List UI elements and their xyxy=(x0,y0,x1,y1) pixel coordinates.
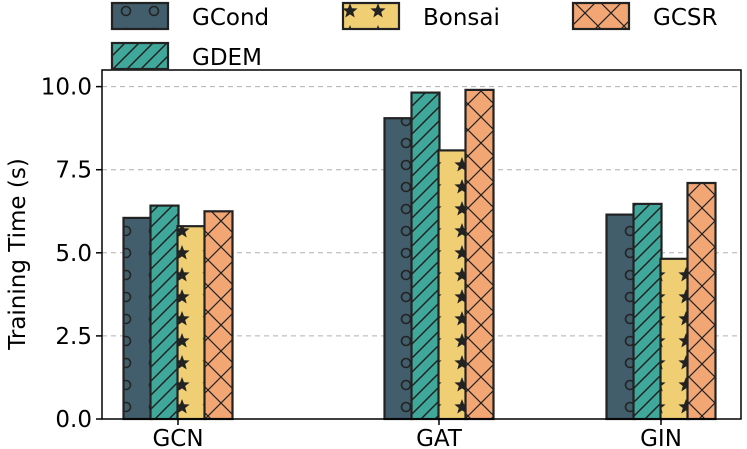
x-axis-ticks: GCN GAT GIN xyxy=(152,419,682,449)
x-tick-label: GCN xyxy=(152,426,203,449)
legend-swatch-gcsr xyxy=(571,1,631,31)
bar-gcsr-gcn xyxy=(203,210,234,421)
bar-gcond-gin xyxy=(605,213,636,421)
legend-swatch-bonsai xyxy=(341,1,401,31)
bars xyxy=(122,88,717,421)
bar-gcond-gcn xyxy=(122,216,153,421)
y-axis-label: Training Time (s) xyxy=(5,158,31,351)
y-tick-label: 10.0 xyxy=(41,75,92,101)
x-tick-label: GAT xyxy=(416,426,463,449)
legend-swatch-gcond xyxy=(110,1,170,31)
bar-gcsr-gin xyxy=(686,181,717,421)
plot-frame xyxy=(101,69,742,420)
legend-label-gcond: GCond xyxy=(192,5,269,31)
y-tick-label: 7.5 xyxy=(55,158,92,184)
y-tick-label: 5.0 xyxy=(55,241,92,267)
y-axis-ticks: 0.0 2.5 5.0 7.5 10.0 xyxy=(41,75,102,433)
bar-gcond-gat xyxy=(383,117,414,421)
legend-label-gdem: GDEM xyxy=(192,45,262,71)
bar-bonsai-gat xyxy=(437,149,468,421)
legend-swatch-gdem xyxy=(110,41,170,71)
legend-label-bonsai: Bonsai xyxy=(423,5,500,31)
x-tick-label: GIN xyxy=(640,426,682,449)
bar-bonsai-gin xyxy=(659,257,690,421)
bar-gdem-gcn xyxy=(149,204,180,421)
bar-gdem-gat xyxy=(410,91,441,421)
legend-label-gcsr: GCSR xyxy=(653,5,717,31)
y-tick-label: 2.5 xyxy=(55,324,92,350)
legend: GCond GDEM Bonsai GCSR xyxy=(110,1,717,71)
bar-gcsr-gat xyxy=(464,88,495,421)
bar-bonsai-gcn xyxy=(176,225,207,421)
y-tick-label: 0.0 xyxy=(55,407,92,433)
bar-gdem-gin xyxy=(632,202,663,421)
